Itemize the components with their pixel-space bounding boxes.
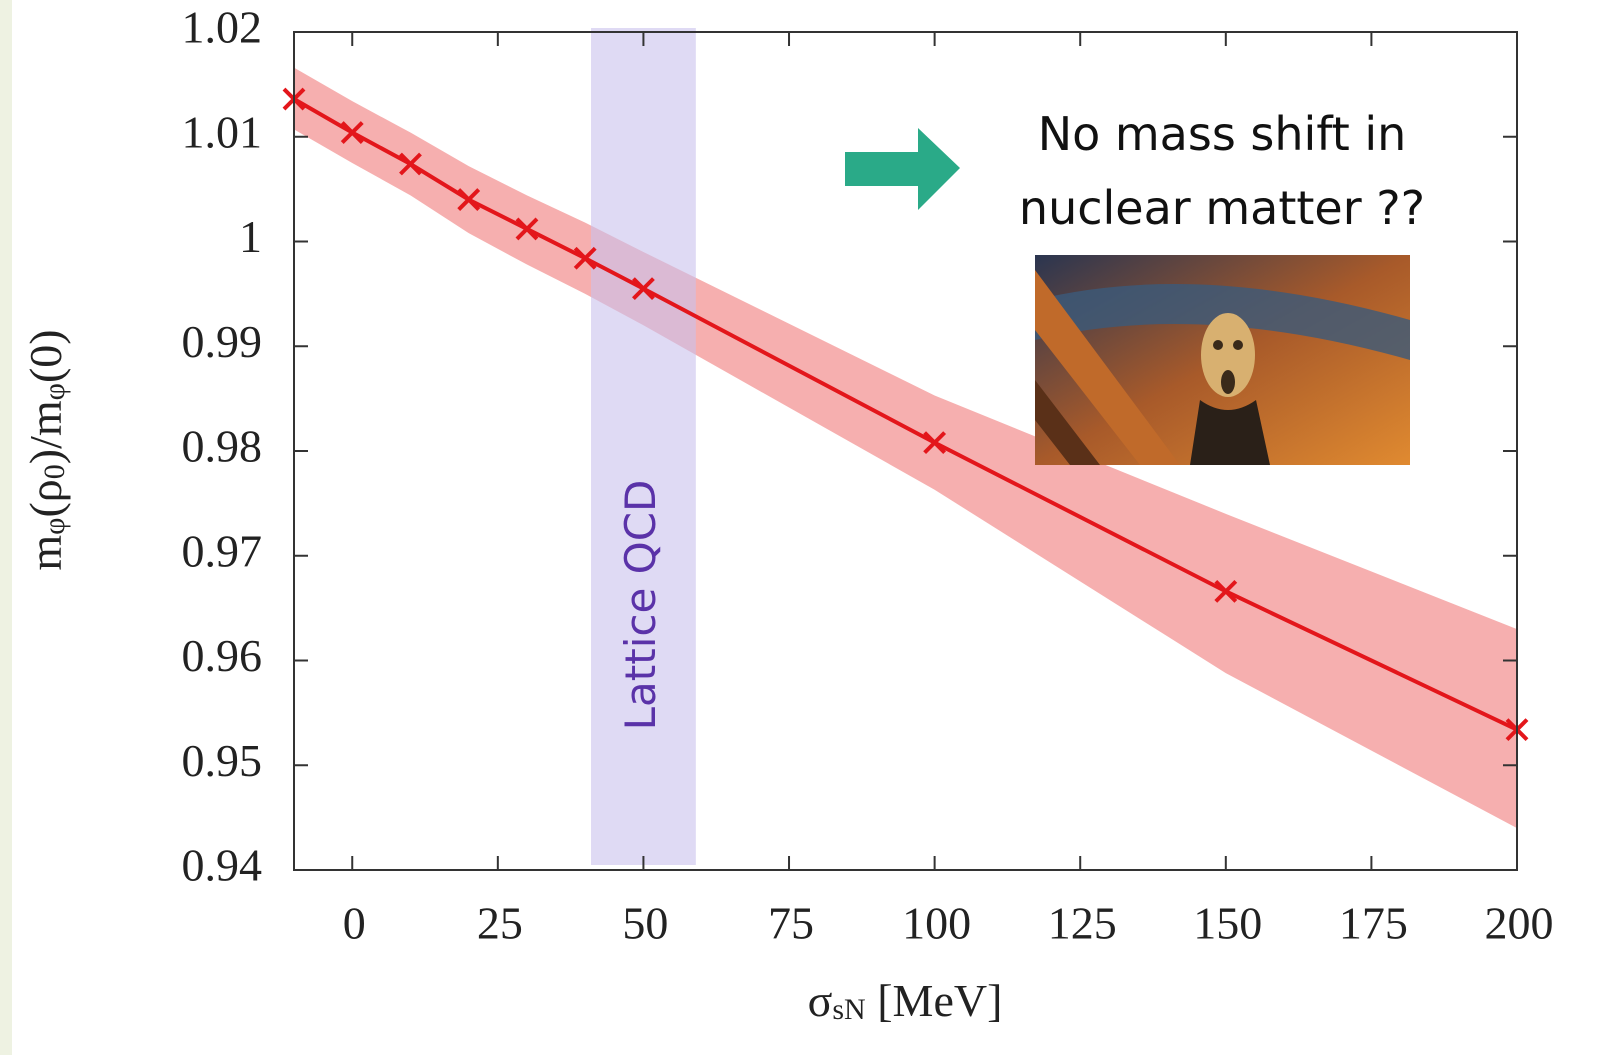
data-line <box>293 97 1518 732</box>
arrow <box>845 128 960 210</box>
label-part: (ρ <box>20 479 71 517</box>
label-part: m <box>20 535 71 571</box>
x-tick-label: 150 <box>1193 898 1262 949</box>
label-part: )/m <box>20 400 71 464</box>
background <box>12 0 1603 1055</box>
label-part: (0) <box>20 329 71 383</box>
x-tick-label: 200 <box>1485 898 1554 949</box>
y-tick-label: 1.02 <box>182 2 263 53</box>
y-tick-label: 0.97 <box>182 525 263 576</box>
y-axis-label: mφ(ρ0)/mφ(0) <box>20 329 72 570</box>
label-part: φ <box>38 383 71 400</box>
data-marker <box>399 152 422 176</box>
plot-area: Lattice QCD 0.94 0.95 0.96 0.97 0.98 0.99 1 1.01… <box>20 2 1554 1027</box>
x-axis-label: σsN [MeV] <box>808 975 1003 1027</box>
scream-image <box>1035 255 1410 465</box>
highlight-label: Lattice QCD <box>616 480 665 731</box>
x-tick-label: 25 <box>477 898 523 949</box>
data-marker <box>515 217 539 241</box>
data-marker <box>923 431 947 455</box>
x-tick-label: 175 <box>1339 898 1408 949</box>
annotation: No mass shift in <box>1038 107 1407 161</box>
data-marker <box>632 277 655 301</box>
label-part: [MeV] <box>866 975 1003 1026</box>
x-tick-label: 125 <box>1048 898 1117 949</box>
data-marker <box>457 188 481 212</box>
x-tick-label: 50 <box>622 898 668 949</box>
data-marker <box>573 246 597 270</box>
x-tick-label: 75 <box>768 898 814 949</box>
label-part: φ <box>38 518 71 535</box>
highlight-band <box>591 28 696 865</box>
y-tick-label: 1 <box>239 211 262 262</box>
y-tick-label: 1.01 <box>182 106 263 157</box>
label-part: σ <box>808 975 833 1026</box>
x-tick-label: 0 <box>343 898 366 949</box>
label-part: 0 <box>38 464 71 479</box>
data-marker <box>1214 579 1238 603</box>
y-tick-label: 0.95 <box>182 735 263 786</box>
y-tick-label: 0.96 <box>182 630 263 681</box>
y-tick-label: 0.98 <box>182 421 263 472</box>
y-tick-label: 0.99 <box>182 316 263 367</box>
label-part: sN <box>832 993 865 1026</box>
y-tick-label: 0.94 <box>182 840 263 891</box>
data-marker <box>340 121 364 144</box>
annotation: nuclear matter ?? <box>1019 181 1425 235</box>
x-tick-label: 100 <box>902 898 971 949</box>
